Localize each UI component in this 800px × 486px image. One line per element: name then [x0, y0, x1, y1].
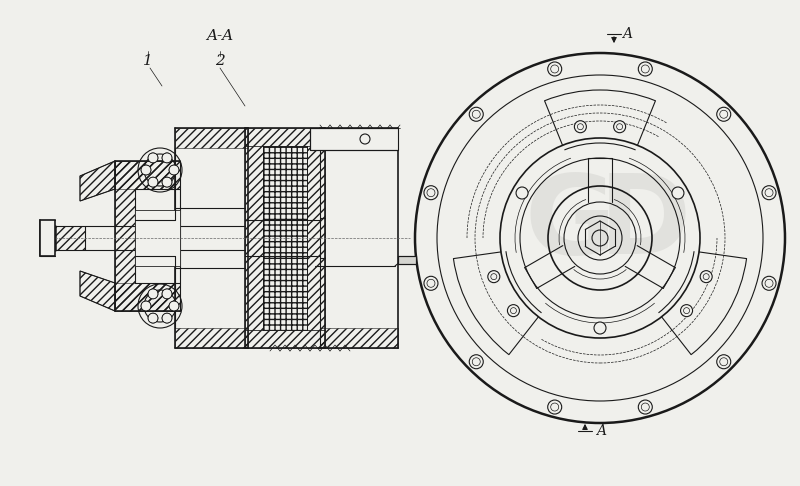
Circle shape	[169, 165, 179, 175]
Circle shape	[148, 313, 158, 323]
Circle shape	[162, 313, 172, 323]
Circle shape	[169, 301, 179, 311]
Text: A: A	[596, 424, 606, 438]
Text: G: G	[524, 170, 616, 277]
Circle shape	[717, 355, 730, 369]
Text: 1: 1	[143, 54, 153, 68]
Circle shape	[700, 271, 712, 283]
Circle shape	[162, 153, 172, 163]
Bar	[40, 220, 55, 256]
Circle shape	[488, 271, 500, 283]
Text: A-A: A-A	[206, 29, 234, 43]
Bar	[398, 256, 416, 264]
Circle shape	[141, 165, 151, 175]
Bar	[310, 128, 398, 150]
Circle shape	[638, 62, 652, 76]
Bar	[398, 256, 416, 264]
Circle shape	[614, 121, 626, 133]
Circle shape	[681, 305, 693, 317]
Circle shape	[162, 289, 172, 299]
Circle shape	[717, 107, 730, 121]
Circle shape	[470, 355, 483, 369]
Text: 2: 2	[215, 54, 225, 68]
Circle shape	[762, 277, 776, 290]
Bar	[263, 146, 307, 330]
Circle shape	[507, 305, 519, 317]
Circle shape	[516, 187, 528, 199]
Bar	[135, 210, 180, 266]
Circle shape	[148, 153, 158, 163]
Circle shape	[148, 289, 158, 299]
Circle shape	[141, 301, 151, 311]
Circle shape	[162, 177, 172, 187]
Circle shape	[594, 322, 606, 334]
Circle shape	[762, 186, 776, 200]
Circle shape	[148, 177, 158, 187]
Circle shape	[470, 107, 483, 121]
Circle shape	[360, 134, 370, 144]
Text: A: A	[622, 27, 632, 41]
Circle shape	[672, 187, 684, 199]
Text: D: D	[599, 170, 691, 277]
Circle shape	[424, 186, 438, 200]
Circle shape	[574, 121, 586, 133]
Circle shape	[638, 400, 652, 414]
Circle shape	[548, 400, 562, 414]
Circle shape	[548, 62, 562, 76]
Circle shape	[424, 277, 438, 290]
